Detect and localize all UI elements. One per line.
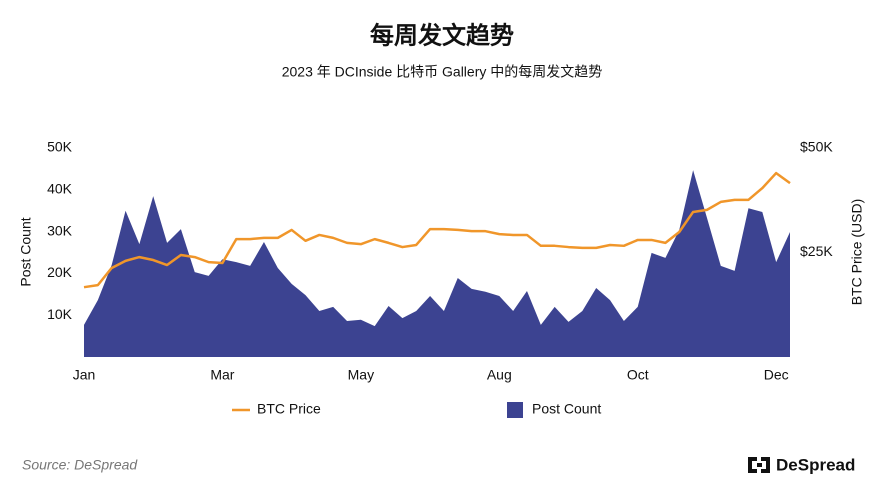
legend-swatch bbox=[507, 402, 523, 418]
y-tick-label: 10K bbox=[47, 306, 73, 322]
logo-icon bbox=[748, 457, 770, 473]
x-tick-label: Oct bbox=[627, 367, 649, 383]
y-tick-label: 40K bbox=[47, 181, 73, 197]
y-tick-label: 30K bbox=[47, 222, 73, 238]
y-tick-label: 50K bbox=[47, 139, 73, 155]
x-tick-label: Mar bbox=[210, 367, 234, 383]
x-tick-label: May bbox=[348, 367, 374, 383]
x-tick-label: Aug bbox=[487, 367, 512, 383]
post-count-area bbox=[84, 170, 790, 357]
x-tick-label: Jan bbox=[73, 367, 96, 383]
legend-label: Post Count bbox=[532, 401, 601, 417]
y-tick-label: 20K bbox=[47, 264, 73, 280]
x-tick-label: Dec bbox=[764, 367, 789, 383]
btc-price-line bbox=[83, 171, 791, 289]
logo: DeSpread bbox=[776, 455, 855, 474]
y2-tick-label: $50K bbox=[800, 139, 833, 155]
y2-axis-title: BTC Price (USD) bbox=[849, 199, 865, 306]
chart-subtitle: 2023 年 DCInside 比特币 Gallery 中的每周发文趋势 bbox=[282, 64, 603, 80]
legend-label: BTC Price bbox=[257, 401, 321, 417]
source: Source: DeSpread bbox=[22, 457, 138, 473]
y2-tick-label: $25K bbox=[800, 243, 833, 259]
chart-title: 每周发文趋势 bbox=[370, 21, 514, 49]
y-axis-title: Post Count bbox=[18, 217, 34, 286]
